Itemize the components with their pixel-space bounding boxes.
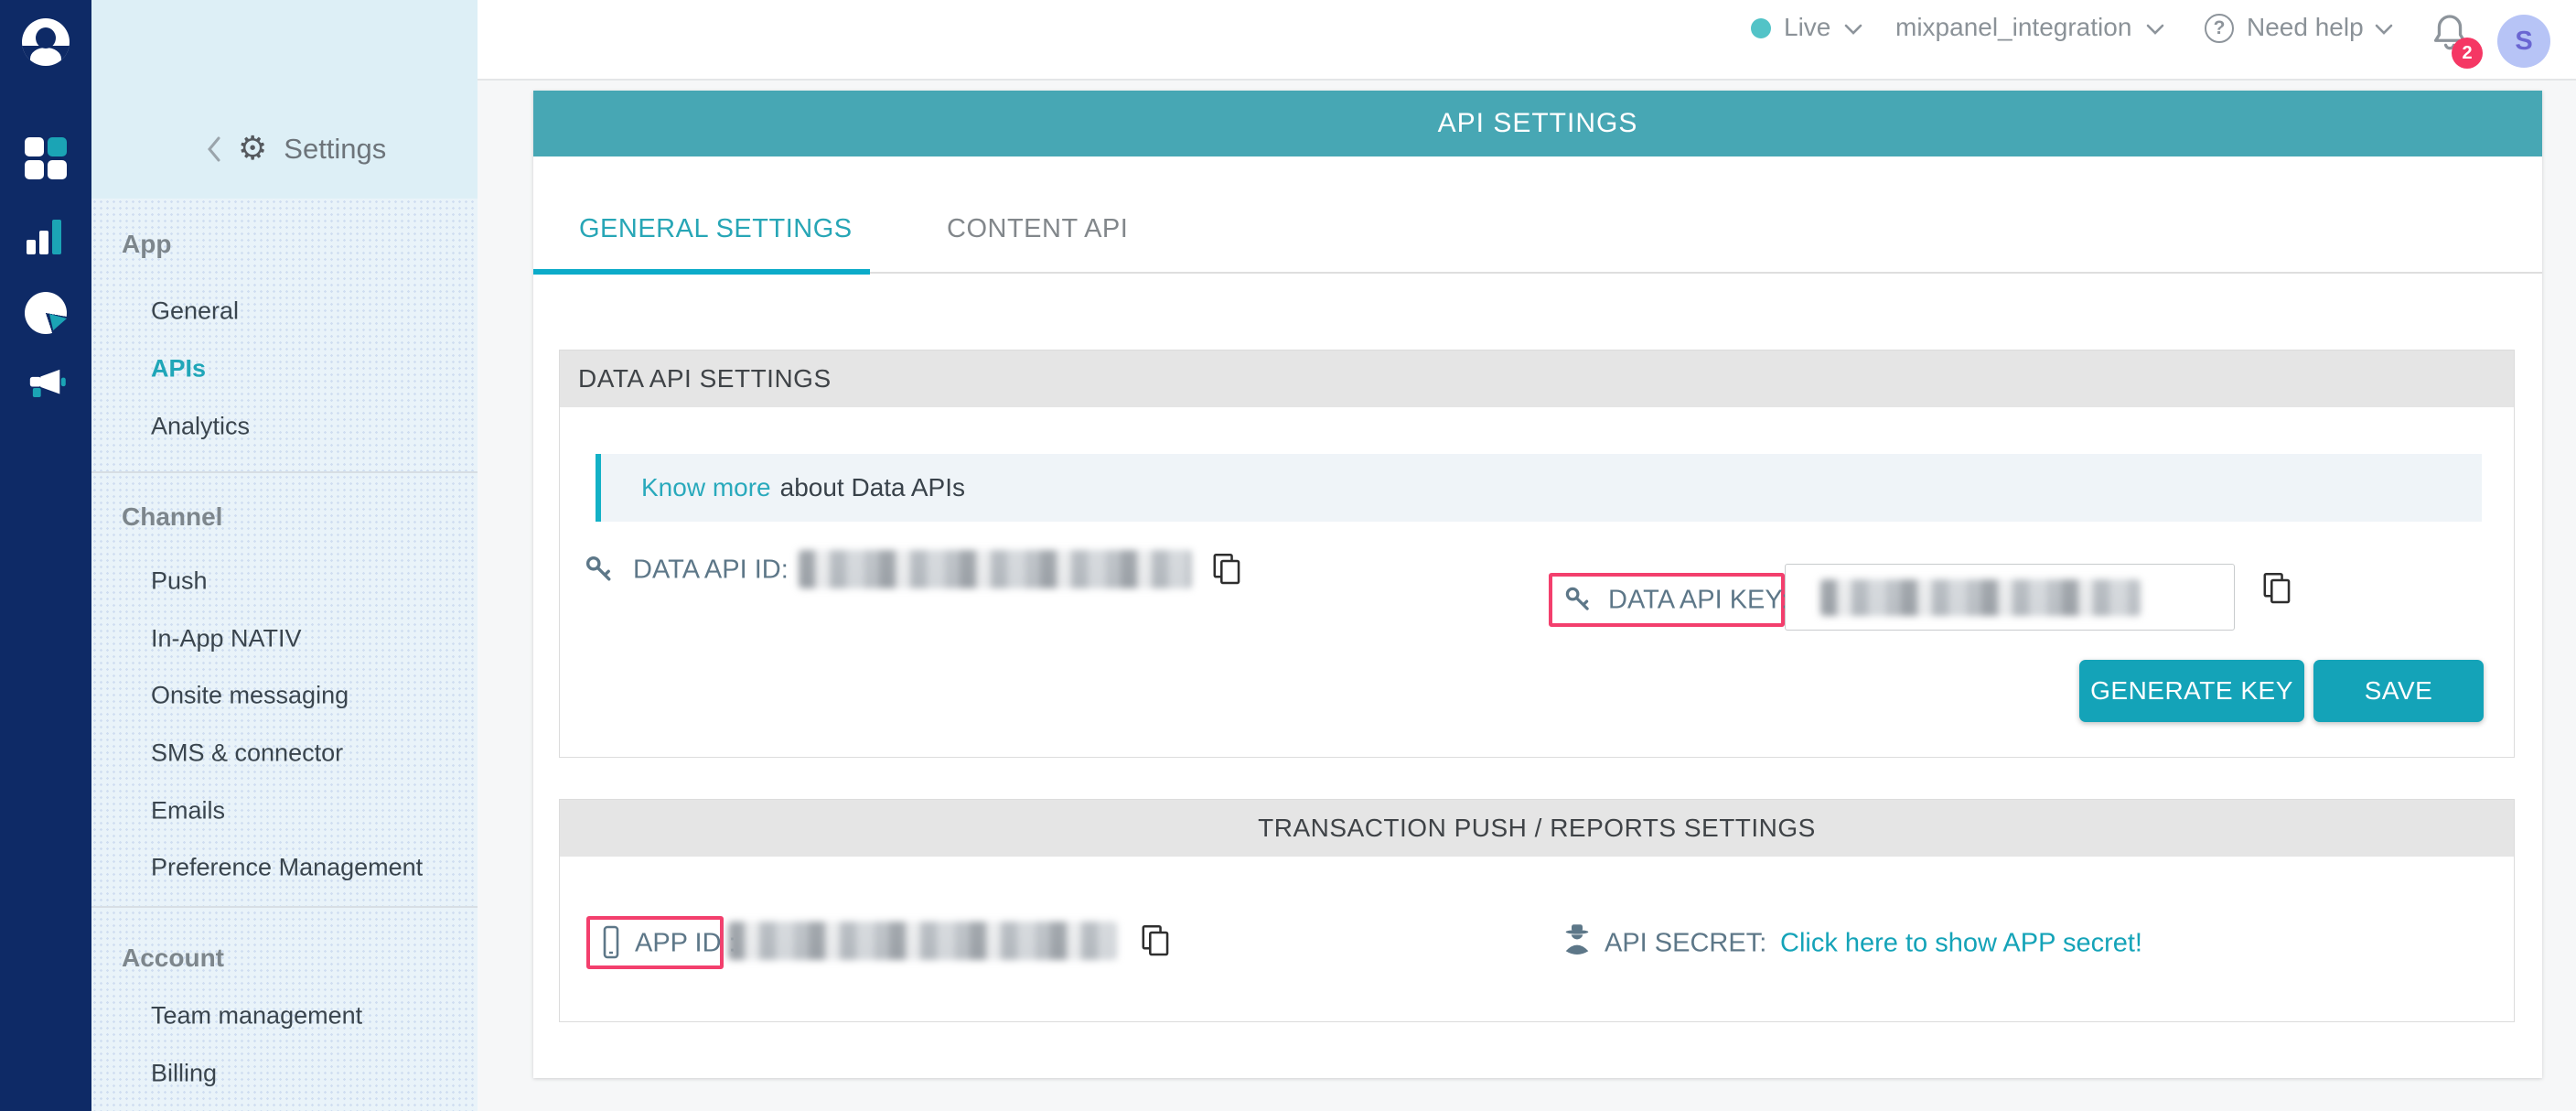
active-tab-underline	[533, 269, 870, 275]
api-secret-label: API SECRET:	[1605, 928, 1767, 958]
data-api-settings-section: DATA API SETTINGS Know more about Data AP…	[559, 350, 2515, 758]
sidebar-header	[91, 0, 478, 199]
grid-tile	[25, 160, 44, 179]
sidebar-item-emails[interactable]: Emails	[151, 796, 226, 825]
transaction-push-section: TRANSACTION PUSH / REPORTS SETTINGS APP …	[559, 799, 2515, 1022]
sidebar-item-apis[interactable]: APIs	[151, 354, 207, 383]
tab-general-settings[interactable]: GENERAL SETTINGS	[579, 214, 853, 243]
sidebar-item-preference-management[interactable]: Preference Management	[151, 853, 424, 881]
bar-accent	[52, 220, 61, 254]
copy-data-api-key-icon[interactable]	[2260, 570, 2293, 607]
spy-secret-icon	[1565, 924, 1589, 955]
brand-avatar-logo-icon[interactable]	[22, 18, 70, 66]
data-api-key-label: DATA API KEY:	[1608, 585, 1789, 615]
sidebar-item-team-management[interactable]: Team management	[151, 1001, 363, 1030]
show-app-secret-link[interactable]: Click here to show APP secret!	[1780, 928, 2142, 958]
save-button[interactable]: SAVE	[2313, 660, 2484, 722]
copy-app-id-icon[interactable]	[1139, 922, 1172, 959]
sidebar-item-onsite-messaging[interactable]: Onsite messaging	[151, 681, 349, 709]
transaction-section-header: TRANSACTION PUSH / REPORTS SETTINGS	[560, 800, 2514, 857]
data-api-id-label: DATA API ID:	[633, 555, 789, 585]
sidebar-item-sms-connector[interactable]: SMS & connector	[151, 739, 344, 767]
sidebar-title-row: ⚙ Settings	[207, 133, 386, 166]
key-icon	[1565, 587, 1589, 610]
megaphone-glyph	[29, 369, 66, 397]
pie-body	[25, 292, 67, 334]
highlight-box-data-api-key	[1549, 573, 1785, 627]
api-settings-card: API SETTINGS GENERAL SETTINGS CONTENT AP…	[533, 91, 2542, 1078]
app-rail	[0, 0, 91, 1111]
campaigns-megaphone-icon[interactable]	[25, 366, 67, 404]
tab-content-api[interactable]: CONTENT API	[947, 214, 1129, 243]
sidebar-item-inapp-nativ[interactable]: In-App NATIV	[151, 624, 302, 653]
know-more-infobar: Know more about Data APIs	[596, 454, 2482, 522]
mobile-phone-icon	[603, 925, 619, 959]
grid-tile	[25, 137, 44, 156]
settings-sidebar: ⚙ Settings App General APIs Analytics Ch…	[91, 0, 478, 1111]
sidebar-section-app: App	[122, 230, 172, 258]
sidebar-divider	[91, 471, 478, 473]
tabs-divider	[533, 272, 2542, 274]
chevron-down-icon[interactable]	[1844, 24, 1862, 35]
chevron-down-icon[interactable]	[2375, 24, 2393, 35]
generate-key-button[interactable]: GENERATE KEY	[2079, 660, 2304, 722]
analytics-bars-icon[interactable]	[27, 218, 65, 254]
grid-tile-accent	[48, 137, 67, 156]
sidebar-divider	[91, 906, 478, 908]
highlight-box-app-id	[586, 916, 724, 969]
chevron-down-icon[interactable]	[2146, 24, 2164, 35]
logo-shoulders	[30, 48, 61, 66]
logo-head	[36, 27, 56, 49]
sidebar-section-channel: Channel	[122, 502, 223, 531]
need-help-menu[interactable]: Need help	[2247, 13, 2364, 41]
know-more-link[interactable]: Know more	[641, 473, 771, 502]
topbar: Live mixpanel_integration ? Need help 2 …	[478, 0, 2576, 81]
key-icon	[585, 556, 611, 581]
app-id-value-redacted	[728, 922, 1117, 960]
segments-pie-icon[interactable]	[25, 292, 67, 334]
help-question-icon[interactable]: ?	[2205, 14, 2234, 43]
data-api-section-header: DATA API SETTINGS	[560, 351, 2514, 407]
app-id-label: APP ID :	[635, 928, 736, 958]
grid-tile	[48, 160, 67, 179]
sidebar-title: Settings	[284, 133, 387, 165]
data-api-key-input[interactable]	[1785, 564, 2235, 631]
sidebar-item-push[interactable]: Push	[151, 566, 208, 595]
notification-count-badge: 2	[2452, 38, 2483, 69]
sidebar-item-billing[interactable]: Billing	[151, 1059, 218, 1087]
sidebar-item-general[interactable]: General	[151, 297, 240, 325]
sidebar-item-analytics[interactable]: Analytics	[151, 412, 251, 440]
environment-selector[interactable]: Live	[1784, 13, 1831, 41]
user-avatar[interactable]: S	[2497, 15, 2550, 68]
page-title: API SETTINGS	[533, 91, 2542, 156]
gear-icon: ⚙	[238, 130, 268, 167]
copy-data-api-id-icon[interactable]	[1210, 551, 1243, 588]
bar	[27, 240, 36, 254]
project-selector[interactable]: mixpanel_integration	[1895, 13, 2132, 41]
know-more-text: about Data APIs	[779, 473, 965, 502]
sidebar-section-account: Account	[122, 944, 224, 972]
data-api-key-value-redacted	[1820, 579, 2141, 616]
dashboard-grid-icon[interactable]	[25, 137, 67, 179]
bar	[39, 231, 48, 254]
back-chevron-icon[interactable]	[207, 136, 221, 162]
data-api-id-value-redacted	[799, 550, 1192, 588]
live-status-dot-icon	[1751, 18, 1771, 38]
